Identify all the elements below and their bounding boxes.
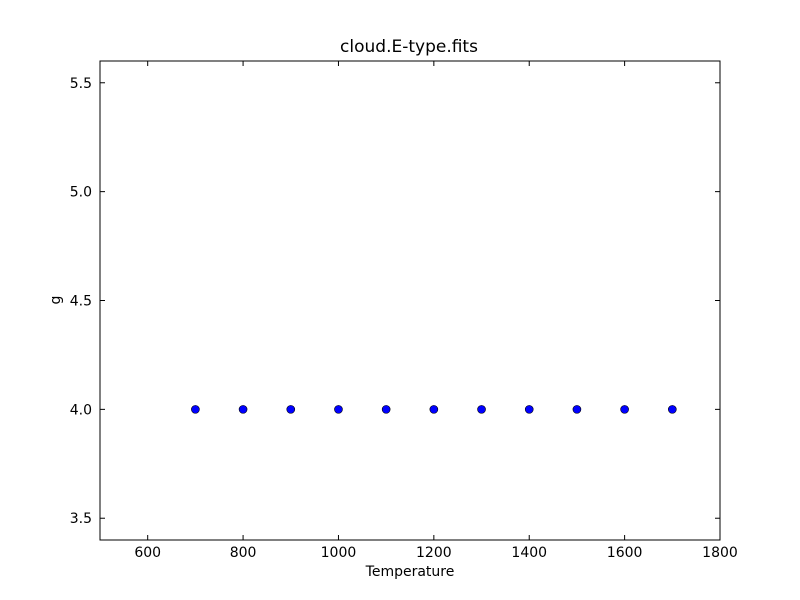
chart-title: cloud.E-type.fits (340, 37, 478, 57)
data-point (238, 405, 248, 414)
data-point (286, 405, 296, 414)
x-axis-label: Temperature (365, 564, 455, 580)
y-axis-label: g (48, 296, 64, 305)
data-point (334, 405, 343, 414)
x-tick-label: 1200 (416, 545, 452, 561)
y-tick-label: 5.0 (70, 185, 92, 201)
data-point (477, 405, 486, 414)
y-tick-label: 4.5 (70, 294, 92, 310)
x-tick-label: 1400 (511, 545, 547, 561)
y-tick-label: 3.5 (70, 511, 92, 527)
x-axis: 600 800 1000 1200 1400 1600 1800 (134, 61, 738, 561)
x-tick-label: 600 (134, 545, 161, 561)
data-point (524, 405, 534, 414)
data-point (572, 405, 582, 414)
data-point (620, 405, 629, 414)
x-tick-label: 1000 (321, 545, 357, 561)
y-axis: 3.5 4.0 4.5 5.0 5.5 (70, 76, 720, 527)
x-tick-label: 1600 (607, 545, 643, 561)
data-point (191, 405, 200, 414)
data-point (668, 405, 677, 414)
x-tick-label: 1800 (702, 545, 738, 561)
x-tick-label: 800 (230, 545, 257, 561)
y-tick-label: 5.5 (70, 76, 92, 92)
data-point (429, 405, 439, 414)
data-point (381, 405, 391, 414)
data-points (191, 405, 677, 414)
plot-area (99, 60, 721, 541)
y-tick-label: 4.0 (70, 402, 92, 418)
